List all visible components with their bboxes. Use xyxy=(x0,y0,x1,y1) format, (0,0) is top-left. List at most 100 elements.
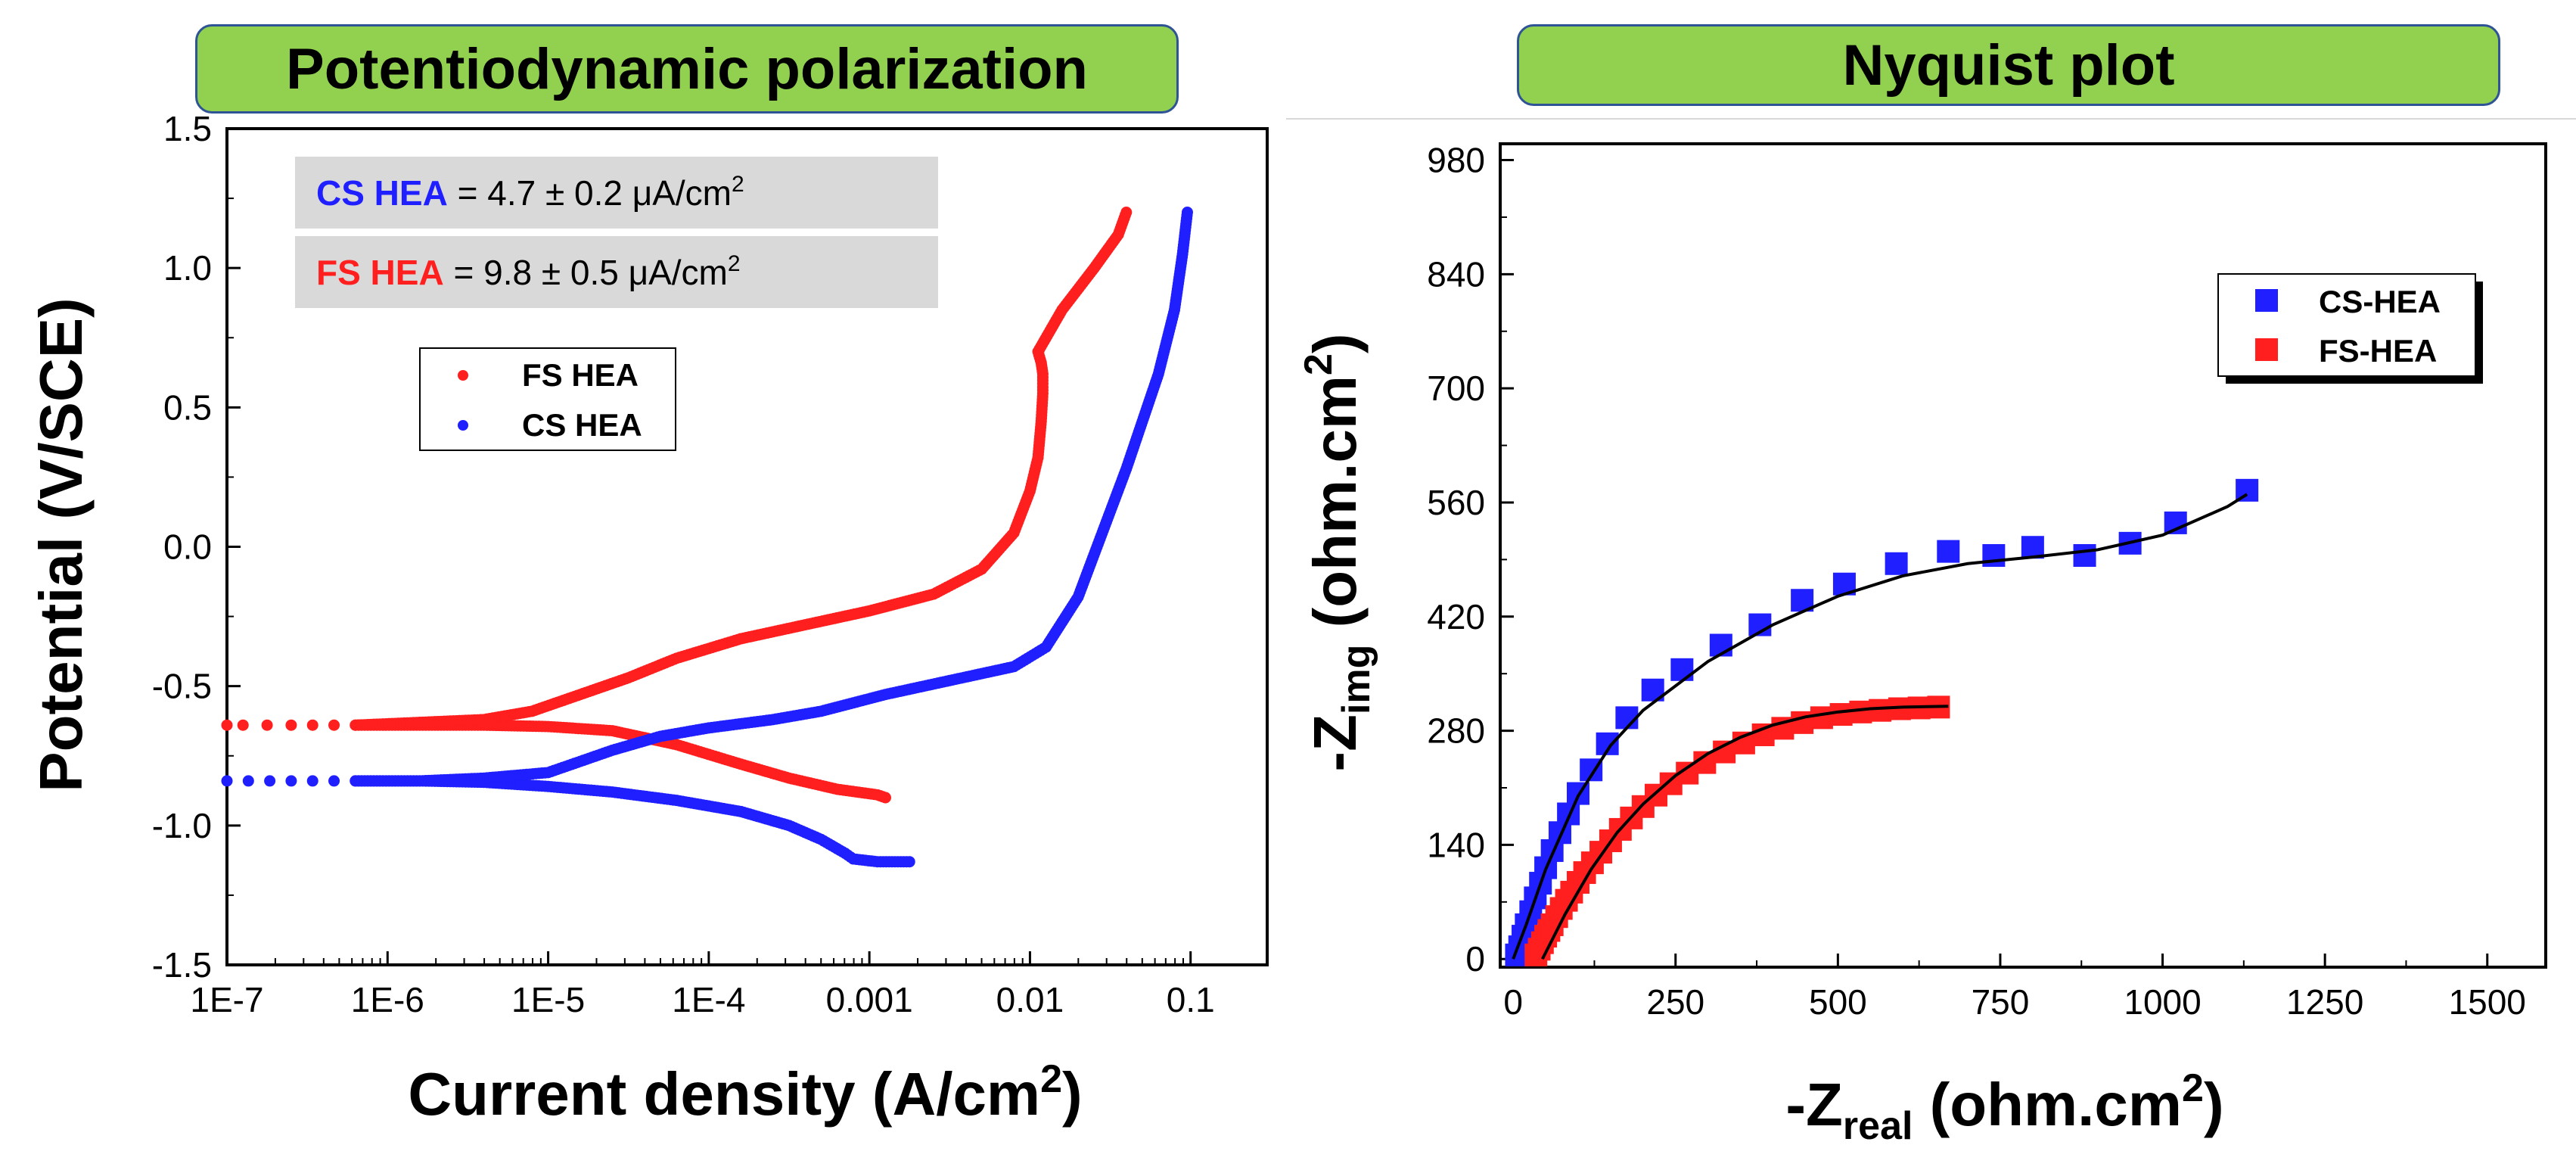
pol-y-tick-label: -0.5 xyxy=(152,667,212,706)
nyq-y-tick-label: 980 xyxy=(1427,141,1485,180)
legend-label-fs-hea: FS HEA xyxy=(522,357,639,393)
pol-point-cs-hea xyxy=(285,775,297,787)
icorr-annotation-fs-sup: 2 xyxy=(728,251,741,276)
pol-y-tick-label: 0.0 xyxy=(163,527,212,567)
pol-point-fs-hea xyxy=(328,719,340,731)
icorr-annotation-cs-text: CS HEA = 4.7 ± 0.2 μA/cm2 xyxy=(316,172,744,213)
nyq-y-tick-label: 560 xyxy=(1427,483,1485,522)
nyquist-title-banner: Nyquist plot xyxy=(1517,24,2500,106)
pol-point-fs-hea xyxy=(306,719,319,731)
pol-x-tick-label: 1E-7 xyxy=(190,980,263,1019)
nyq-y-tick-label: 700 xyxy=(1427,369,1485,408)
pol-y-tick-label: 1.0 xyxy=(163,248,212,288)
nyq-fit-line-fs-hea xyxy=(1541,705,1949,960)
polarization-title: Potentiodynamic polarization xyxy=(286,36,1088,101)
pol-point-cs-hea xyxy=(328,775,340,787)
icorr-annotation-fs-value: = 9.8 ± 0.5 μA/cm xyxy=(444,253,728,292)
icorr-annotation-cs-sup: 2 xyxy=(732,172,744,197)
nyquist-x-axis-title-suffix: (ohm.cm xyxy=(1913,1071,2182,1138)
icorr-annotation-cs-box xyxy=(295,157,938,229)
pol-point-cs-hea xyxy=(242,775,254,787)
nyq-point-cs-hea xyxy=(1557,802,1580,826)
nyq-y-tick-label: 840 xyxy=(1427,254,1485,294)
nyq-x-tick-label: 1500 xyxy=(2449,982,2526,1022)
icorr-annotation-fs-box xyxy=(295,236,938,308)
nyq-point-cs-hea xyxy=(1885,552,1908,575)
nyquist-x-axis-title-close: ) xyxy=(2204,1071,2224,1138)
legend-marker-fs-hea xyxy=(458,370,468,381)
pol-x-tick-label: 1E-5 xyxy=(511,980,585,1019)
nyq-y-tick-label: 420 xyxy=(1427,597,1485,636)
nyq-point-fs-hea xyxy=(1791,711,1814,734)
nyquist-y-axis-title-close: ) xyxy=(1301,333,1369,353)
icorr-annotation-cs-value: = 4.7 ± 0.2 μA/cm xyxy=(448,173,732,213)
nyquist-y-axis-title-sub: img xyxy=(1335,645,1378,714)
legend-label-cs-hea: CS HEA xyxy=(522,407,642,443)
polarization-data xyxy=(221,207,1193,868)
nyq-point-cs-hea xyxy=(1982,544,2006,567)
nyq-x-tick-label: 250 xyxy=(1646,982,1704,1022)
legend-label-cs-hea-nyq: CS-HEA xyxy=(2319,284,2441,319)
nyq-x-tick-label: 500 xyxy=(1809,982,1867,1022)
nyq-y-tick-label: 140 xyxy=(1427,825,1485,864)
nyq-x-tick-label: 0 xyxy=(1503,982,1523,1022)
nyq-point-fs-hea xyxy=(1849,700,1872,723)
divider-line xyxy=(1286,118,2576,120)
pol-y-tick-label: -1.0 xyxy=(152,806,212,845)
polarization-x-axis-title-sup: 2 xyxy=(1040,1057,1062,1101)
nyquist-y-axis-title: -Zimg (ohm.cm2) xyxy=(1297,333,1378,771)
pol-y-tick-label: 1.5 xyxy=(163,109,212,148)
nyquist-title: Nyquist plot xyxy=(1842,33,2175,98)
nyq-fit-line-cs-hea xyxy=(1512,493,2248,960)
nyquist-y-axis-title-prefix: -Z xyxy=(1301,714,1369,772)
polarization-legend: FS HEA CS HEA xyxy=(419,347,676,451)
polarization-x-axis-title: Current density (A/cm2) xyxy=(408,1057,1082,1128)
legend-marker-cs-hea xyxy=(458,420,468,431)
pol-point-cs-hea xyxy=(264,775,276,787)
nyquist-x-axis-title: -Zreal (ohm.cm2) xyxy=(1785,1066,2223,1148)
legend-marker-fs-hea-square xyxy=(2255,338,2278,361)
pol-x-tick-label: 0.001 xyxy=(826,980,913,1019)
icorr-annotation-fs: FS HEA = 9.8 ± 0.5 μA/cm2 xyxy=(295,236,938,308)
nyq-point-fs-hea xyxy=(1829,703,1853,727)
pol-point-fs-hea xyxy=(1120,207,1133,218)
nyquist-ticks: 0 250 500 750 1000 1250 1500 0 140 280 420 560 700 84… xyxy=(1427,141,2526,1022)
pol-x-tick-label: 1E-4 xyxy=(672,980,745,1019)
pol-point-fs-hea xyxy=(879,792,891,804)
nyq-x-tick-label: 750 xyxy=(1972,982,2030,1022)
pol-point-fs-hea xyxy=(261,719,273,731)
nyquist-axes xyxy=(1499,142,2547,969)
nyq-x-tick-label: 1000 xyxy=(2124,982,2201,1022)
nyquist-x-axis-title-prefix: -Z xyxy=(1785,1071,1843,1138)
polarization-x-axis-title-close: ) xyxy=(1062,1060,1083,1128)
pol-x-tick-label: 1E-6 xyxy=(351,980,424,1019)
polarization-y-axis-title: Potential (V/SCE) xyxy=(27,297,95,792)
polarization-legend-box xyxy=(419,347,676,451)
pol-point-fs-hea xyxy=(285,719,297,731)
nyquist-x-axis-title-sub: real xyxy=(1843,1104,1913,1148)
pol-point-cs-hea xyxy=(903,856,915,868)
icorr-annotation-fs-name: FS HEA xyxy=(316,253,444,292)
nyq-point-cs-hea xyxy=(1670,658,1694,681)
polarization-title-banner: Potentiodynamic polarization xyxy=(195,24,1179,114)
pol-point-fs-hea xyxy=(237,719,249,731)
pol-y-tick-label: -1.5 xyxy=(152,945,212,985)
icorr-annotation-cs-name: CS HEA xyxy=(316,173,448,213)
nyq-point-fs-hea xyxy=(1869,699,1892,722)
nyq-y-tick-label: 280 xyxy=(1427,711,1485,751)
nyquist-plot-frame xyxy=(1499,142,2547,969)
nyq-x-tick-label: 1250 xyxy=(2286,982,2363,1022)
nyquist-data xyxy=(1505,478,2259,966)
nyquist-legend: CS-HEA FS-HEA xyxy=(2217,273,2483,384)
pol-point-cs-hea xyxy=(1181,207,1193,218)
pol-point-cs-hea xyxy=(306,775,319,787)
nyquist-y-axis-title-sup: 2 xyxy=(1297,353,1341,375)
legend-label-fs-hea-nyq: FS-HEA xyxy=(2319,333,2437,369)
nyquist-y-axis-title-suffix: (ohm.cm xyxy=(1301,375,1369,645)
polarization-ticks: 1E-7 1E-6 1E-5 1E-4 0.001 0.01 0.1 -1.5 -1.0 -0.5… xyxy=(152,109,1215,1019)
pol-x-tick-label: 0.1 xyxy=(1167,980,1215,1019)
legend-marker-cs-hea-square xyxy=(2255,289,2278,312)
nyquist-x-axis-title-sup: 2 xyxy=(2182,1066,2204,1110)
nyq-point-fs-hea xyxy=(1810,706,1833,730)
